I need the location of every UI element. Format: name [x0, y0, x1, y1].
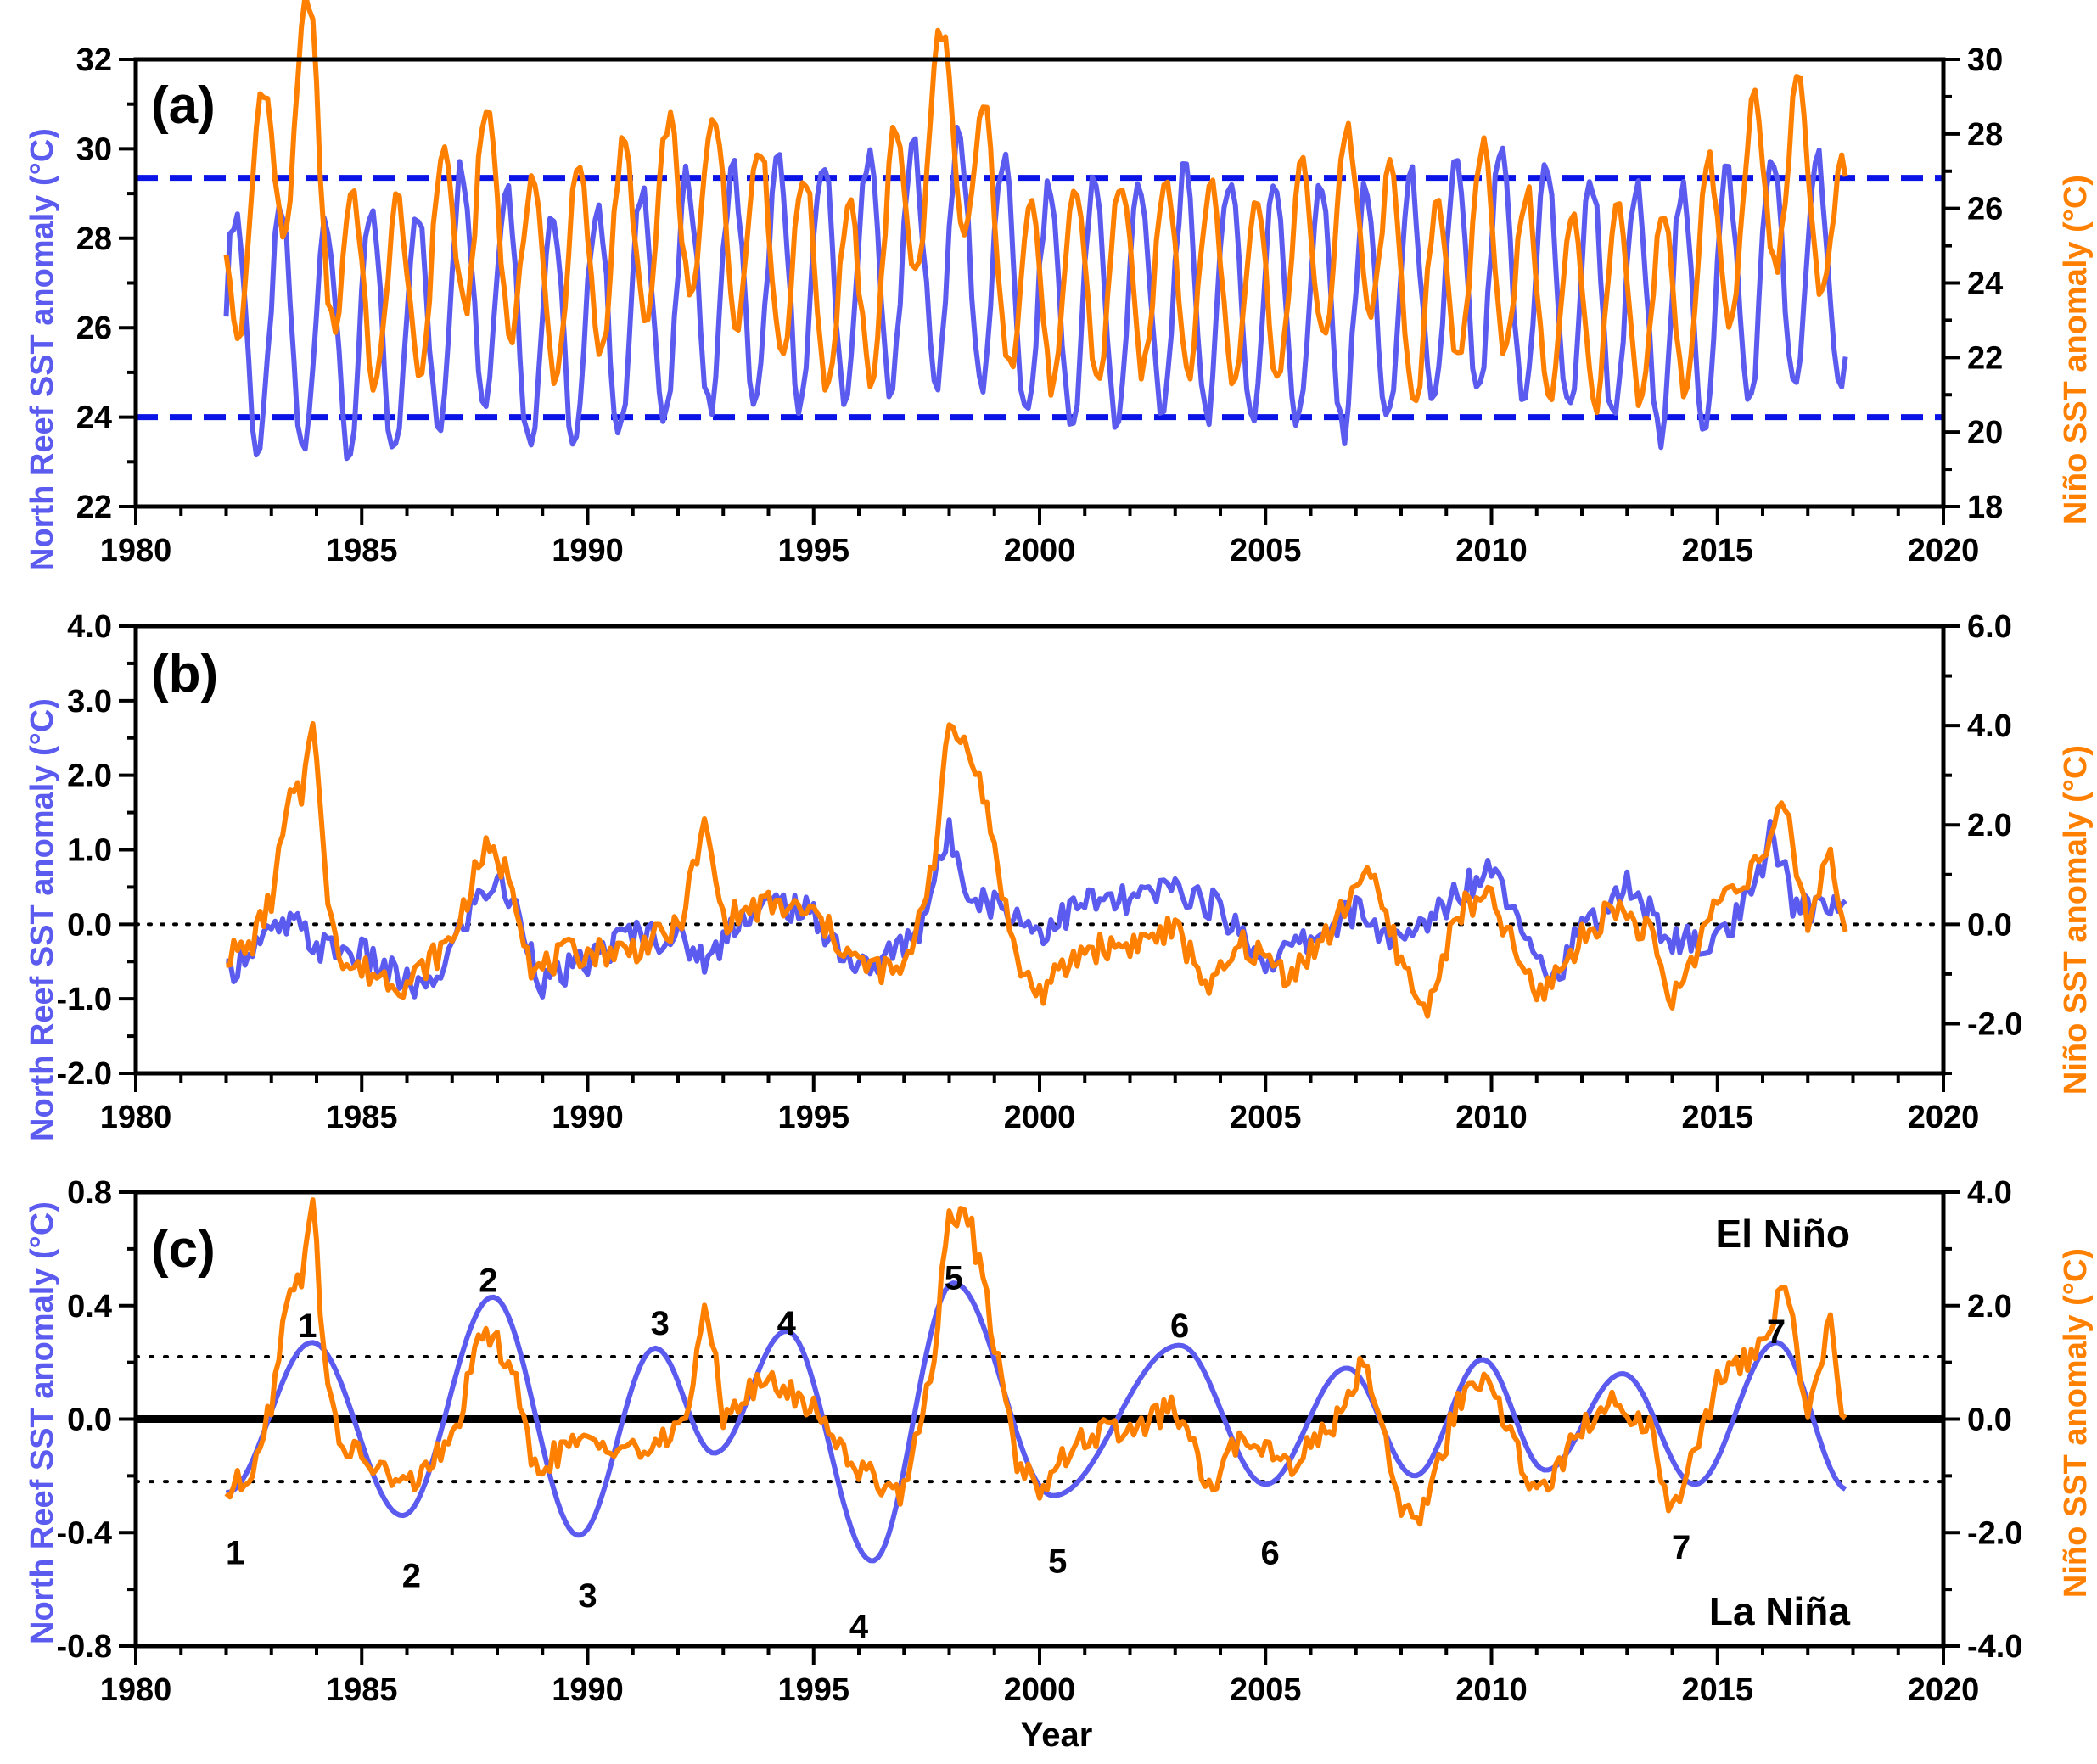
x-tick-label: 2000 — [1004, 533, 1076, 568]
event-number-label: 1 — [226, 1535, 244, 1572]
x-tick-label: 2020 — [1908, 1100, 1980, 1135]
left-tick-label: 32 — [76, 42, 112, 78]
right-tick-label: 22 — [1967, 340, 2003, 376]
right-tick-label: -2.0 — [1967, 1515, 2022, 1551]
panel-a: 1980 1985 1990 1995 2000 2005 2010 2015 2020 22 24… — [76, 0, 2003, 568]
panel-label-a: (a) — [151, 76, 216, 135]
left-tick-label: 30 — [76, 132, 112, 167]
x-tick-label: 1980 — [100, 1672, 172, 1708]
right-axis-title-a: Niño SST anomaly (°C) — [2058, 175, 2094, 524]
right-tick-label: 20 — [1967, 415, 2003, 451]
x-tick-label: 2005 — [1230, 1100, 1302, 1135]
nino-series-line — [223, 0, 1848, 416]
el-nino-label: El Niño — [1716, 1212, 1850, 1256]
right-tick-label: 4.0 — [1967, 708, 2012, 744]
x-tick-label: 2000 — [1004, 1672, 1076, 1708]
right-tick-label: 18 — [1967, 490, 2003, 525]
right-tick-label: 0.0 — [1967, 1403, 2012, 1438]
nino-series-line — [226, 720, 1848, 1019]
left-tick-label: 4.0 — [67, 609, 112, 645]
right-tick-label: 6.0 — [1967, 609, 2012, 645]
right-tick-label: 30 — [1967, 42, 2003, 78]
right-tick-label: 2.0 — [1967, 1289, 2012, 1324]
left-tick-label: 26 — [76, 311, 112, 346]
x-tick-label: 1985 — [326, 1672, 398, 1708]
left-tick-label: 1.0 — [67, 833, 112, 869]
right-tick-label: 26 — [1967, 192, 2003, 227]
x-tick-label: 1990 — [552, 533, 624, 568]
left-tick-label: 24 — [76, 400, 112, 436]
event-number-label: 4 — [777, 1305, 797, 1342]
event-number-label: 2 — [479, 1263, 497, 1300]
right-tick-label: 28 — [1967, 117, 2003, 153]
x-tick-label: 1985 — [326, 1100, 398, 1135]
event-number-label: 5 — [945, 1259, 963, 1296]
right-tick-label: -2.0 — [1967, 1006, 2022, 1042]
right-tick-label: 24 — [1967, 266, 2003, 302]
event-number-label: 1 — [298, 1308, 317, 1345]
left-tick-label: 3.0 — [67, 684, 112, 720]
left-tick-label: 0.0 — [67, 907, 112, 943]
reef-series-line — [226, 817, 1847, 1000]
event-number-label: 6 — [1170, 1308, 1189, 1345]
x-tick-label: 2020 — [1908, 533, 1980, 568]
left-tick-label: -2.0 — [57, 1056, 112, 1092]
x-tick-label: 2015 — [1681, 1672, 1753, 1708]
x-tick-label: 2000 — [1004, 1100, 1076, 1135]
right-axis-title-b: Niño SST anomaly (°C) — [2058, 745, 2094, 1095]
panel-b: 1980 1985 1990 1995 2000 2005 2010 2015 2020 -2.0… — [57, 609, 2023, 1135]
panel-c: 1980 1985 1990 1995 2000 2005 2010 2015 2020 -0.8… — [57, 1175, 2023, 1708]
panel-label-b: (b) — [151, 645, 218, 703]
x-tick-label: 1980 — [100, 533, 172, 568]
event-number-label: 2 — [402, 1557, 421, 1594]
left-tick-label: 0.0 — [67, 1403, 112, 1438]
x-tick-label: 1995 — [777, 1672, 849, 1708]
right-tick-label: 2.0 — [1967, 808, 2012, 843]
left-tick-label: 2.0 — [67, 759, 112, 794]
left-axis-title-b: North Reef SST anomaly (°C) — [25, 698, 60, 1141]
right-tick-label: -4.0 — [1967, 1629, 2022, 1665]
reef-series-line — [223, 125, 1848, 462]
x-tick-label: 1990 — [552, 1672, 624, 1708]
left-tick-label: 28 — [76, 221, 112, 257]
la-nina-label: La Niña — [1709, 1589, 1851, 1633]
left-tick-label: -0.4 — [57, 1515, 112, 1551]
x-tick-label: 2010 — [1455, 1672, 1528, 1708]
x-axis-title: Year — [1021, 1716, 1093, 1754]
left-tick-label: 22 — [76, 490, 112, 525]
x-tick-label: 2015 — [1681, 1100, 1753, 1135]
x-tick-label: 1990 — [552, 1100, 624, 1135]
event-number-label: 7 — [1767, 1313, 1786, 1351]
event-number-label: 4 — [849, 1609, 869, 1646]
x-tick-label: 2010 — [1455, 1100, 1528, 1135]
event-number-label: 5 — [1048, 1543, 1067, 1581]
x-tick-label: 2010 — [1455, 533, 1528, 568]
left-tick-label: -1.0 — [57, 982, 112, 1017]
left-tick-label: -0.8 — [57, 1629, 112, 1665]
left-tick-label: 0.8 — [67, 1175, 112, 1211]
event-number-label: 7 — [1672, 1529, 1690, 1566]
event-number-label: 3 — [578, 1577, 597, 1615]
x-tick-label: 1980 — [100, 1100, 172, 1135]
nino-series-line — [224, 1197, 1847, 1527]
event-number-label: 6 — [1260, 1535, 1279, 1572]
right-tick-label: 0.0 — [1967, 907, 2012, 943]
panel-label-c: (c) — [151, 1220, 216, 1279]
x-tick-label: 1995 — [777, 1100, 849, 1135]
left-axis-title-c: North Reef SST anomaly (°C) — [25, 1201, 60, 1644]
right-tick-label: 4.0 — [1967, 1175, 2012, 1211]
x-tick-label: 2020 — [1908, 1672, 1980, 1708]
x-tick-label: 2005 — [1230, 1672, 1302, 1708]
x-tick-label: 1995 — [777, 533, 849, 568]
x-tick-label: 1985 — [326, 533, 398, 568]
x-tick-label: 2005 — [1230, 533, 1302, 568]
x-tick-label: 2015 — [1681, 533, 1753, 568]
left-tick-label: 0.4 — [67, 1289, 112, 1324]
right-axis-title-c: Niño SST anomaly (°C) — [2058, 1248, 2094, 1598]
left-axis-title-a: North Reef SST anomaly (°C) — [25, 128, 60, 571]
event-number-label: 3 — [651, 1305, 670, 1342]
